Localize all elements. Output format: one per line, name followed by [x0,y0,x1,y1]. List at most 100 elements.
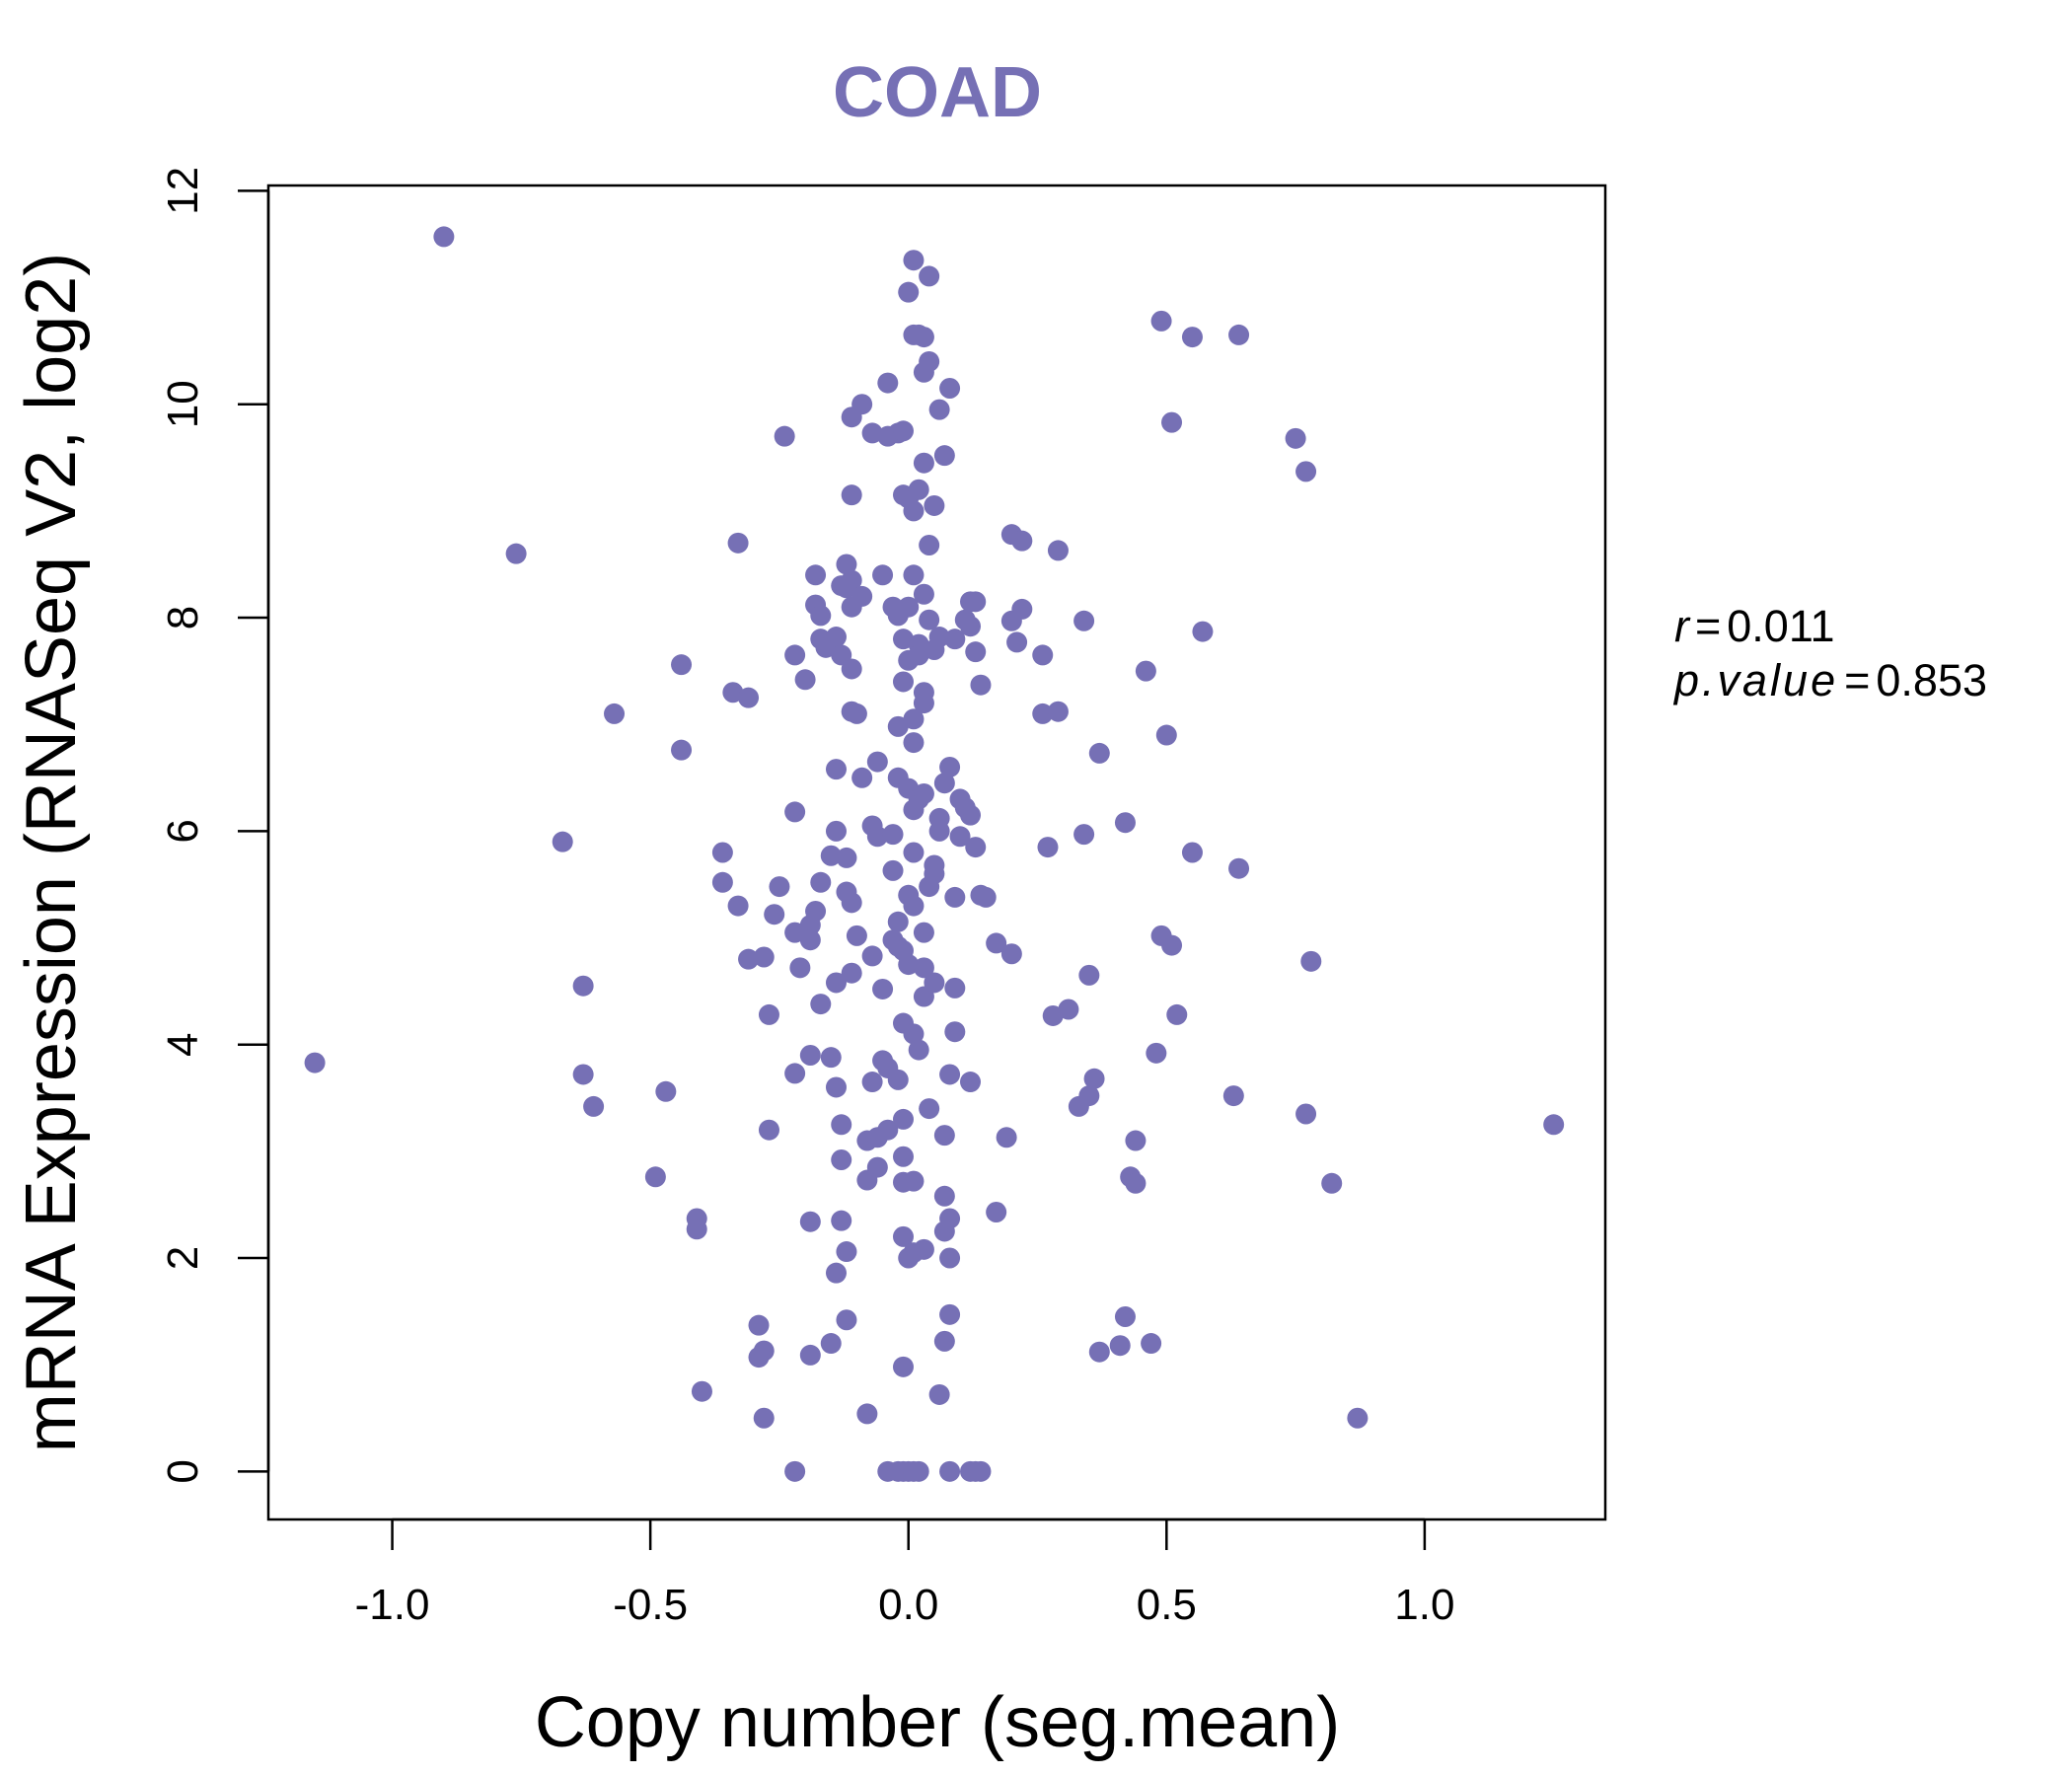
data-point [892,1225,914,1247]
data-point [919,265,940,287]
data-point [1300,950,1322,972]
data-point [919,534,940,555]
data-point [784,1460,806,1482]
y-tick-label: 12 [159,167,207,215]
data-point [1073,824,1095,846]
x-tick-label: -0.5 [613,1581,688,1629]
data-point [851,767,873,788]
data-point [924,972,945,994]
correlation-annotation: r = 0.011 p.value = 0.853 [1672,601,1987,705]
data-point [908,479,929,500]
data-point [836,554,857,575]
data-point [1155,724,1177,746]
p-equals: = [1844,655,1870,705]
data-point [1166,1003,1188,1025]
data-point [1161,934,1183,956]
data-point [727,895,749,917]
y-tick-label: 10 [159,380,207,428]
data-point [986,1201,1007,1222]
y-tick-label: 2 [159,1246,207,1270]
data-point [1032,703,1054,724]
data-point [970,1460,992,1482]
data-point [944,886,966,908]
data-point [898,954,920,976]
data-point [965,591,987,613]
data-point [753,1407,775,1429]
data-point [1146,1042,1167,1064]
data-point [903,732,925,754]
data-point [1141,1333,1162,1355]
data-point [1047,540,1069,561]
data-point [820,1047,842,1069]
data-point [903,500,925,522]
data-point [1073,610,1095,631]
data-point [877,372,899,394]
data-point [794,669,816,691]
data-point [892,1146,914,1167]
data-point [919,350,940,372]
data-point [711,842,733,863]
data-point [1058,999,1079,1020]
data-point [903,564,925,586]
data-point [887,1069,909,1090]
data-point [1295,461,1317,482]
data-point [1150,310,1172,332]
data-point [1078,1085,1100,1107]
data-point [861,945,883,967]
data-point [836,847,857,868]
data-point [820,1333,842,1355]
data-point [799,1211,821,1232]
data-point [304,1052,326,1073]
data-point [933,773,955,794]
data-point [738,687,760,708]
data-point [928,627,950,648]
data-point [1192,621,1214,642]
data-point [841,892,862,914]
data-point [841,962,862,984]
data-points [304,226,1565,1482]
data-point [836,1309,857,1331]
data-point [810,994,832,1015]
data-point [583,1095,605,1117]
data-point [965,837,987,858]
data-point [769,876,790,898]
data-point [1114,1305,1136,1327]
data-point [939,378,961,400]
data-point [552,831,573,852]
data-point [1006,631,1028,653]
x-tick-label: 1.0 [1394,1581,1454,1629]
data-point [825,1076,847,1098]
data-point [872,978,894,999]
data-point [1228,324,1250,345]
data-point [913,327,934,348]
data-point [738,948,760,970]
p-annotation: p.value = 0.853 [1672,655,1987,705]
chart-title: COAD [833,53,1042,132]
data-point [784,922,806,943]
data-point [825,820,847,842]
data-point [1083,1068,1105,1089]
data-point [1181,842,1203,863]
data-point [908,1039,929,1061]
data-point [655,1080,677,1102]
data-point [846,703,867,724]
data-point [866,751,888,773]
data-point [799,1344,821,1366]
y-tick-label: 8 [159,606,207,629]
y-axis: 0 2 4 6 8 10 12 [159,167,270,1484]
data-point [944,977,966,999]
data-point [924,863,945,885]
data-point [949,826,971,848]
data-point [913,957,934,979]
data-point [1037,837,1059,858]
x-tick-label: 0.5 [1137,1581,1197,1629]
data-point [1042,1004,1064,1026]
data-point [841,569,862,591]
data-point [753,1340,775,1362]
data-point [861,422,883,444]
data-point [758,1003,779,1025]
data-point [671,739,693,761]
data-point [970,674,992,696]
x-tick-label: -1.0 [355,1581,430,1629]
